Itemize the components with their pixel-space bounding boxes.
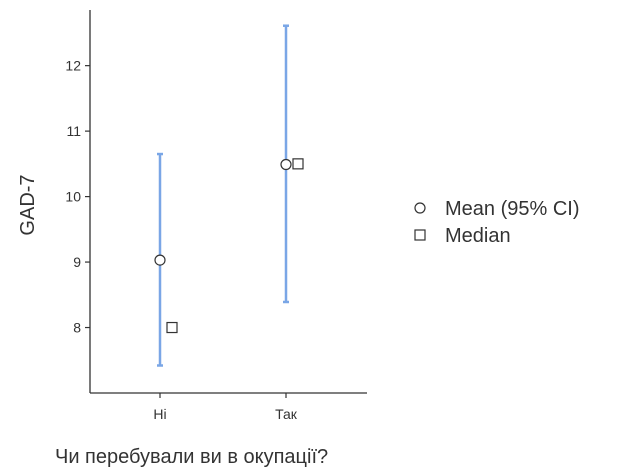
legend-median-symbol (414, 229, 426, 241)
y-tick-label: 8 (73, 320, 81, 336)
legend-label: Mean (95% CI) (445, 198, 580, 220)
legend-mean-symbol (414, 202, 426, 214)
mean-point (154, 254, 166, 266)
legend: Mean (95% CI) Median (414, 198, 580, 247)
x-axis-title: Чи перебували ви в окупації? (55, 446, 328, 468)
y-axis-title: GAD-7 (17, 174, 39, 235)
median-point (292, 158, 304, 170)
x-ticks: Ні Так (153, 393, 298, 422)
y-tick-label: 10 (65, 189, 81, 205)
median-point (166, 321, 178, 334)
y-tick-label: 11 (66, 123, 81, 139)
y-tick-label: 12 (65, 58, 81, 74)
legend-label: Median (445, 225, 511, 247)
mean-point (280, 158, 292, 171)
x-tick-label: Ні (153, 406, 166, 422)
y-ticks: 8 9 10 11 12 (65, 58, 90, 336)
y-tick-label: 9 (73, 254, 81, 270)
axes (89, 10, 367, 394)
x-tick-label: Так (275, 406, 298, 422)
data-marks (154, 24, 304, 367)
